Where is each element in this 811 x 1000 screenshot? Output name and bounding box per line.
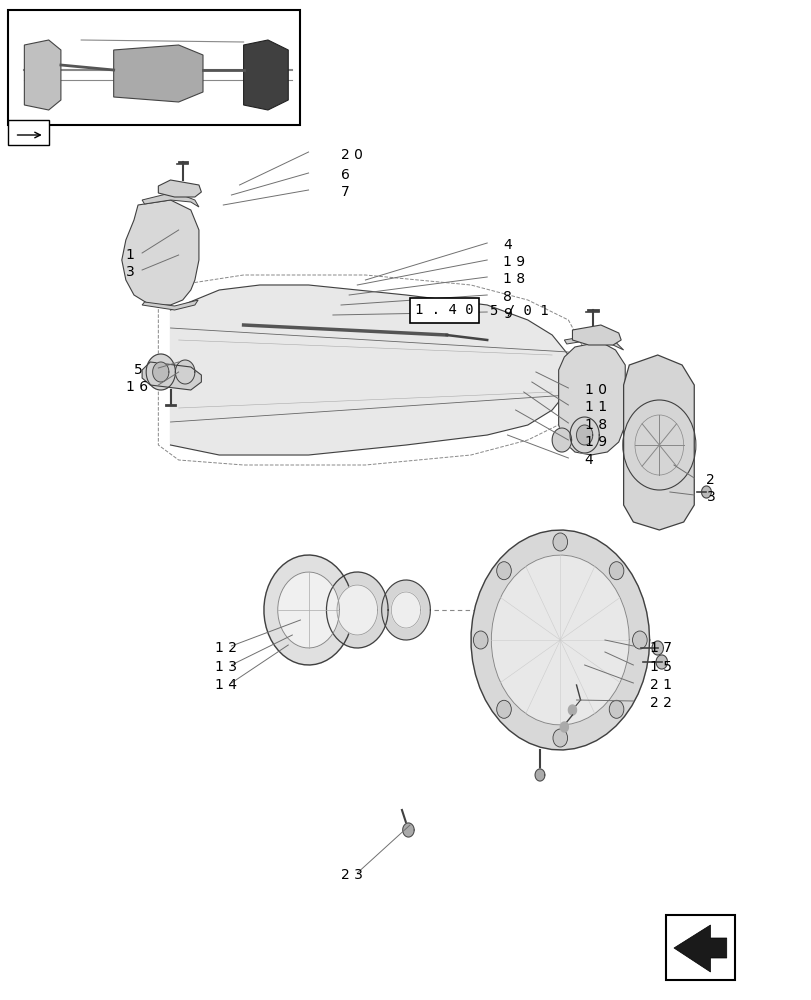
Polygon shape xyxy=(264,555,353,665)
Text: 5 / 0 1: 5 / 0 1 xyxy=(489,304,547,318)
Polygon shape xyxy=(391,592,420,628)
Text: 1 9: 1 9 xyxy=(584,435,606,449)
Text: 2 1: 2 1 xyxy=(649,678,671,692)
Text: 2 0: 2 0 xyxy=(341,148,363,162)
Polygon shape xyxy=(158,180,201,197)
FancyBboxPatch shape xyxy=(410,298,478,323)
Text: 4: 4 xyxy=(584,453,593,467)
Text: 6: 6 xyxy=(341,168,350,182)
Polygon shape xyxy=(243,40,288,110)
Polygon shape xyxy=(560,722,568,732)
Polygon shape xyxy=(534,769,544,781)
Polygon shape xyxy=(24,40,61,110)
Polygon shape xyxy=(277,572,339,648)
Polygon shape xyxy=(572,325,620,345)
Polygon shape xyxy=(491,555,629,725)
Bar xyxy=(8,10,300,125)
Text: 1 1: 1 1 xyxy=(584,400,606,414)
Text: 1 8: 1 8 xyxy=(584,418,606,432)
Text: 4: 4 xyxy=(503,238,512,252)
Circle shape xyxy=(496,700,511,718)
Text: 3: 3 xyxy=(126,265,135,279)
Polygon shape xyxy=(564,335,623,350)
Text: 1 6: 1 6 xyxy=(126,380,148,394)
Circle shape xyxy=(473,631,487,649)
Circle shape xyxy=(552,533,567,551)
Polygon shape xyxy=(569,417,599,453)
Text: 1 . 4 0: 1 . 4 0 xyxy=(414,304,474,318)
Bar xyxy=(665,915,734,980)
Polygon shape xyxy=(551,428,571,452)
Polygon shape xyxy=(558,342,624,455)
Polygon shape xyxy=(402,823,414,837)
Text: 1 0: 1 0 xyxy=(584,383,606,397)
Text: 1 7: 1 7 xyxy=(649,641,671,655)
Text: 1 9: 1 9 xyxy=(503,255,525,269)
Circle shape xyxy=(552,729,567,747)
Text: 2 3: 2 3 xyxy=(341,868,363,882)
Circle shape xyxy=(496,562,511,580)
Polygon shape xyxy=(701,486,710,498)
Text: 2 2: 2 2 xyxy=(649,696,671,710)
Polygon shape xyxy=(651,641,663,655)
Polygon shape xyxy=(470,530,649,750)
Text: 1: 1 xyxy=(126,248,135,262)
Polygon shape xyxy=(114,45,203,102)
Polygon shape xyxy=(655,655,667,669)
Polygon shape xyxy=(122,200,199,305)
Polygon shape xyxy=(576,425,592,445)
Circle shape xyxy=(608,562,623,580)
Circle shape xyxy=(632,631,646,649)
Polygon shape xyxy=(673,925,726,972)
Polygon shape xyxy=(568,705,576,715)
Text: 8: 8 xyxy=(503,290,512,304)
Polygon shape xyxy=(381,580,430,640)
Polygon shape xyxy=(142,362,201,390)
Text: 7: 7 xyxy=(341,185,350,199)
Bar xyxy=(8,120,49,145)
Polygon shape xyxy=(170,285,568,455)
Polygon shape xyxy=(326,572,388,648)
Text: 1 2: 1 2 xyxy=(215,641,237,655)
Text: 1 8: 1 8 xyxy=(503,272,525,286)
Text: 3: 3 xyxy=(706,490,714,504)
Polygon shape xyxy=(623,355,693,530)
Polygon shape xyxy=(142,300,198,310)
Text: 9: 9 xyxy=(503,307,512,321)
Polygon shape xyxy=(142,192,199,207)
Circle shape xyxy=(608,700,623,718)
Text: 2: 2 xyxy=(706,473,714,487)
Text: 1 5: 1 5 xyxy=(649,660,671,674)
Polygon shape xyxy=(146,354,175,390)
Text: 5: 5 xyxy=(134,363,143,377)
Polygon shape xyxy=(175,360,195,384)
Text: 1 3: 1 3 xyxy=(215,660,237,674)
Polygon shape xyxy=(152,362,169,382)
Polygon shape xyxy=(337,585,377,635)
Text: 1 4: 1 4 xyxy=(215,678,237,692)
